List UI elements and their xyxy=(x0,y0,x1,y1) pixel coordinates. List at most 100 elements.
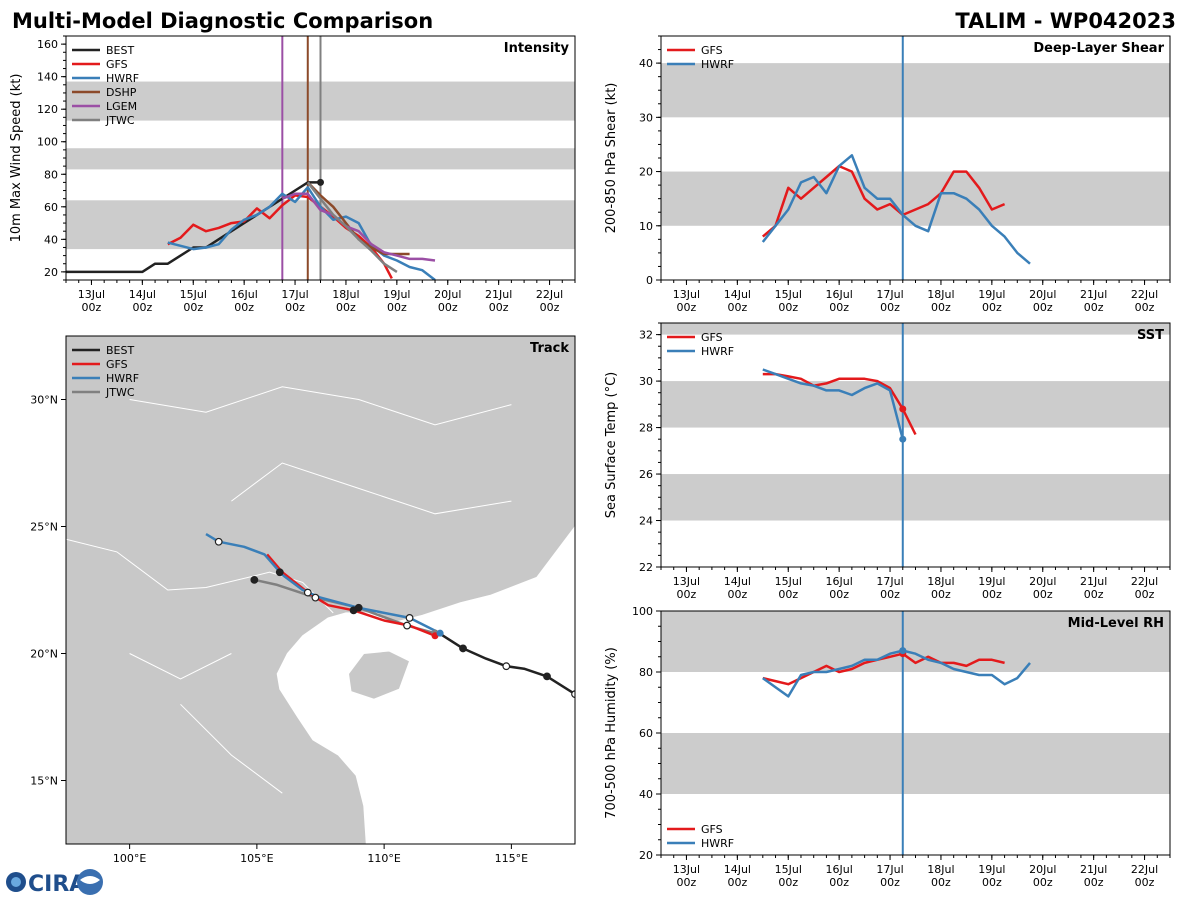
track-lon-label: 115°E xyxy=(495,852,528,865)
shear-plot-area xyxy=(661,36,1170,280)
sst-marker-gfs xyxy=(899,405,907,413)
sst-xtick-label: 00z xyxy=(778,588,798,601)
sst-series-hwrf xyxy=(762,368,905,440)
track-marker-jtwc xyxy=(403,621,411,630)
province-border xyxy=(129,653,232,680)
track-lon-label: 110°E xyxy=(367,852,400,865)
intensity-ytick-label: 80 xyxy=(44,168,58,181)
intensity-legend-label-gfs: GFS xyxy=(106,58,128,71)
track-legend-label-jtwc: JTWC xyxy=(105,386,135,399)
rh-ytick-label: 80 xyxy=(639,666,653,679)
track-legend-label-gfs: GFS xyxy=(106,358,128,371)
track-lat-label: 25°N xyxy=(30,521,58,534)
sst-legend-label-hwrf: HWRF xyxy=(701,345,734,358)
rh-xtick-label: 00z xyxy=(982,876,1002,889)
intensity-legend-label-lgem: LGEM xyxy=(106,100,137,113)
track-lat-label: 15°N xyxy=(30,775,58,788)
track-title: Track xyxy=(530,341,569,356)
sst-xtick-label: 18Jul xyxy=(927,575,954,588)
rh-xtick-label: 00z xyxy=(727,876,747,889)
shear-series-hwrf xyxy=(761,154,1031,265)
shear-xtick-label: 00z xyxy=(829,301,849,314)
rh-xtick-label: 00z xyxy=(1135,876,1155,889)
track-marker-best xyxy=(543,672,551,681)
intensity-xtick-label: 00z xyxy=(489,301,509,314)
logo-bird-icon xyxy=(80,876,100,884)
sst-xtick-label: 21Jul xyxy=(1080,575,1107,588)
track-marker-best xyxy=(459,644,467,653)
sst-ytick-label: 24 xyxy=(639,515,653,528)
rh-ytick-label: 20 xyxy=(639,849,653,862)
track-marker-hwrf xyxy=(405,614,414,622)
shear-ytick-label: 40 xyxy=(639,57,653,70)
shear-xtick-label: 17Jul xyxy=(876,288,903,301)
province-border xyxy=(231,462,512,515)
shear-xtick-label: 00z xyxy=(931,301,951,314)
sst-band xyxy=(661,323,1170,335)
intensity-ytick-label: 100 xyxy=(37,136,58,149)
rh-title: Mid-Level RH xyxy=(1068,616,1164,631)
track-marker-jtwc xyxy=(250,575,259,584)
intensity-marker-best xyxy=(317,178,324,186)
intensity-xtick-label: 13Jul xyxy=(78,288,105,301)
rh-xtick-label: 16Jul xyxy=(826,863,853,876)
intensity-xtick-label: 00z xyxy=(82,301,102,314)
figure-title-right: TALIM - WP042023 xyxy=(955,9,1176,33)
rh-ytick-label: 60 xyxy=(639,727,653,740)
shear-ytick-label: 0 xyxy=(646,274,653,287)
province-border xyxy=(66,538,334,614)
track-marker-best xyxy=(571,690,575,699)
sst-xtick-label: 00z xyxy=(1033,588,1053,601)
shear-xtick-label: 00z xyxy=(1033,301,1053,314)
province-border xyxy=(180,703,283,794)
shear-xtick-label: 00z xyxy=(778,301,798,314)
sst-xtick-label: 00z xyxy=(829,588,849,601)
rh-legend-label-gfs: GFS xyxy=(701,823,723,836)
shear-xtick-label: 19Jul xyxy=(978,288,1005,301)
shear-xtick-label: 00z xyxy=(727,301,747,314)
rh-xtick-label: 00z xyxy=(931,876,951,889)
sst-xtick-label: 19Jul xyxy=(978,575,1005,588)
intensity-xtick-label: 00z xyxy=(438,301,458,314)
rh-xtick-label: 17Jul xyxy=(876,863,903,876)
track-marker-gfs xyxy=(349,606,358,615)
track-frame xyxy=(65,335,576,845)
sst-xtick-label: 15Jul xyxy=(775,575,802,588)
track-lon-label: 105°E xyxy=(240,852,273,865)
rh-ytick-label: 100 xyxy=(632,605,653,618)
rh-marker-hwrf xyxy=(899,647,907,655)
sst-xtick-label: 20Jul xyxy=(1029,575,1056,588)
shear-xtick-label: 18Jul xyxy=(927,288,954,301)
intensity-ylabel: 10m Max Wind Speed (kt) xyxy=(9,74,24,243)
rh-xtick-label: 21Jul xyxy=(1080,863,1107,876)
intensity-xtick-label: 00z xyxy=(540,301,560,314)
shear-ytick-label: 30 xyxy=(639,111,653,124)
shear-band xyxy=(661,63,1170,118)
track-panel: 15°N 20°N 25°N 30°N 100°E 105°E 110°E 115°E Trac… xyxy=(30,335,576,865)
sst-title: SST xyxy=(1137,328,1164,343)
sst-ytick-label: 30 xyxy=(639,375,653,388)
shear-xtick-label: 00z xyxy=(1084,301,1104,314)
rh-xtick-label: 00z xyxy=(677,876,697,889)
sst-xtick-label: 22Jul xyxy=(1131,575,1158,588)
intensity-ytick-label: 40 xyxy=(44,233,58,246)
rh-xtick-label: 00z xyxy=(1084,876,1104,889)
rh-xtick-label: 20Jul xyxy=(1029,863,1056,876)
sst-xtick-label: 00z xyxy=(931,588,951,601)
intensity-title: Intensity xyxy=(504,41,570,56)
sst-ytick-label: 28 xyxy=(639,422,653,435)
sst-band xyxy=(661,381,1170,428)
track-lat-label: 20°N xyxy=(30,648,58,661)
intensity-panel: 2040608010012014016013Jul00z14Jul00z15Ju… xyxy=(9,35,576,314)
sst-marker-hwrf xyxy=(899,435,907,443)
shear-xtick-label: 00z xyxy=(1135,301,1155,314)
sst-xtick-label: 00z xyxy=(1135,588,1155,601)
intensity-xtick-label: 00z xyxy=(132,301,152,314)
shear-xtick-label: 22Jul xyxy=(1131,288,1158,301)
province-border xyxy=(129,386,512,426)
sst-legend-label-gfs: GFS xyxy=(701,331,723,344)
shear-ylabel: 200-850 hPa Shear (kt) xyxy=(604,83,619,234)
rh-plot-area xyxy=(661,611,1170,855)
intensity-plot-area xyxy=(66,36,575,280)
track-lon-label: 100°E xyxy=(113,852,146,865)
